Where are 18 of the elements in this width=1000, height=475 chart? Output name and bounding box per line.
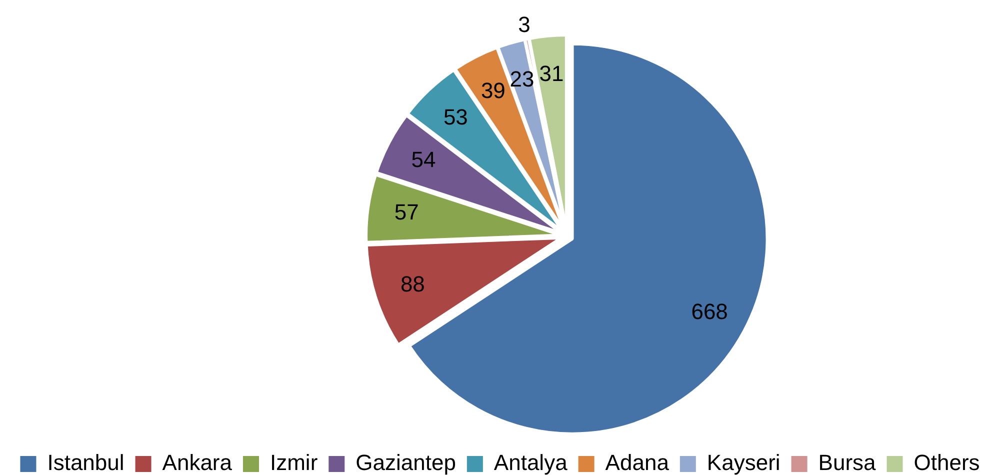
legend-label: Adana xyxy=(605,450,670,475)
data-label: 39 xyxy=(480,78,506,103)
data-label: 23 xyxy=(510,66,534,92)
legend-label: Gaziantep xyxy=(356,450,456,475)
legend-label: Ankara xyxy=(162,450,233,475)
legend-label: Izmir xyxy=(270,450,318,475)
data-label: 54 xyxy=(411,146,436,172)
data-label: 57 xyxy=(394,200,419,225)
legend-label: Bursa xyxy=(818,450,877,475)
legend-label: Kayseri xyxy=(706,450,780,475)
data-label: 88 xyxy=(400,271,425,296)
data-label: 31 xyxy=(539,60,564,86)
data-label: 3 xyxy=(518,12,530,38)
legend-label: Antalya xyxy=(494,450,568,475)
legend-label: Others xyxy=(914,450,980,475)
data-label: 668 xyxy=(691,298,728,324)
data-label: 53 xyxy=(443,104,468,130)
legend-label: Istanbul xyxy=(47,450,124,475)
